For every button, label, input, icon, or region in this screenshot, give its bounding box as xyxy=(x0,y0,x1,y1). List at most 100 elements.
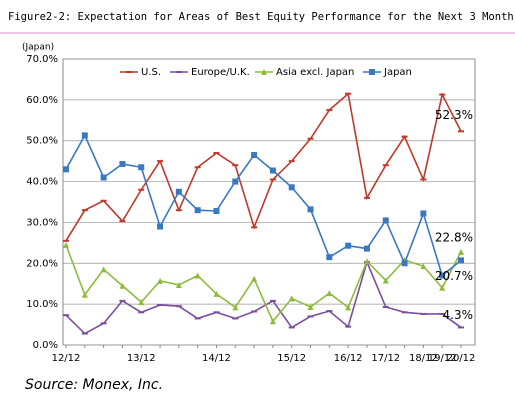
point xyxy=(439,93,446,96)
point xyxy=(420,312,427,315)
y-tick-label: 20.0% xyxy=(26,258,58,269)
y-tick-label: 60.0% xyxy=(26,95,58,106)
point xyxy=(175,281,182,288)
point xyxy=(138,188,145,191)
point xyxy=(269,299,276,302)
point xyxy=(100,199,107,202)
point xyxy=(288,184,295,191)
point xyxy=(458,130,464,133)
point xyxy=(288,326,295,329)
legend-label: U.S. xyxy=(141,67,161,78)
value-label: 22.8% xyxy=(435,230,473,244)
y-tick-label: 70.0% xyxy=(26,54,58,65)
point xyxy=(213,151,220,154)
point xyxy=(175,305,182,308)
x-tick-label: 14/12 xyxy=(202,353,231,364)
point xyxy=(251,226,258,229)
point xyxy=(100,322,107,325)
point xyxy=(81,209,88,212)
y-tick-label: 0.0% xyxy=(33,340,58,351)
unit-note: (Japan) xyxy=(22,43,54,53)
point xyxy=(81,291,88,298)
x-tick-label: 18/12 xyxy=(409,353,438,364)
point xyxy=(213,207,220,214)
series-line xyxy=(65,92,462,242)
legend-marker xyxy=(126,71,132,73)
point xyxy=(307,304,314,311)
point xyxy=(363,258,370,265)
point xyxy=(232,178,239,185)
point xyxy=(288,160,295,163)
point xyxy=(458,257,464,264)
point xyxy=(157,277,164,284)
point xyxy=(439,272,446,279)
point xyxy=(157,160,164,163)
legend-label: Europe/U.K. xyxy=(191,67,250,78)
y-tick-label: 10.0% xyxy=(26,299,58,310)
x-tick-label: 15/12 xyxy=(277,353,306,364)
point xyxy=(326,109,333,112)
series-line xyxy=(65,244,462,323)
point xyxy=(401,135,408,138)
point xyxy=(382,164,389,167)
point xyxy=(269,167,276,174)
point xyxy=(326,254,333,261)
source: Source: Monex, Inc. xyxy=(25,377,163,393)
point xyxy=(194,166,201,169)
point xyxy=(326,290,333,297)
point xyxy=(175,188,182,195)
x-tick-label: 20/12 xyxy=(447,353,476,364)
point xyxy=(307,206,314,213)
point xyxy=(307,137,314,140)
point xyxy=(157,303,164,306)
value-label: 4.3% xyxy=(443,308,474,322)
point xyxy=(119,299,126,302)
point xyxy=(63,239,69,242)
chart-title: Figure2-2: Expectation for Areas of Best… xyxy=(8,11,515,23)
x-tick-label: 16/12 xyxy=(334,353,363,364)
point xyxy=(439,312,446,315)
point xyxy=(326,310,333,313)
point xyxy=(63,166,69,173)
point xyxy=(251,310,258,313)
point xyxy=(382,277,389,284)
point xyxy=(345,242,352,249)
point xyxy=(269,178,276,181)
point xyxy=(420,263,427,270)
series-line xyxy=(65,259,462,335)
point xyxy=(382,217,389,224)
x-tick-label: 19/12 xyxy=(428,353,457,364)
point xyxy=(345,92,352,95)
point xyxy=(119,220,126,223)
point xyxy=(232,317,239,320)
point xyxy=(138,164,145,171)
point xyxy=(401,260,408,267)
value-label: 52.3% xyxy=(435,108,473,122)
point xyxy=(194,272,201,279)
point xyxy=(63,314,69,317)
point xyxy=(100,174,107,181)
point xyxy=(138,311,145,314)
point xyxy=(175,209,182,212)
point xyxy=(458,326,464,329)
y-tick-label: 50.0% xyxy=(26,136,58,147)
y-tick-label: 30.0% xyxy=(26,217,58,228)
point xyxy=(138,299,145,306)
x-tick-label: 12/12 xyxy=(52,353,81,364)
point xyxy=(119,161,126,168)
point xyxy=(345,304,352,311)
point xyxy=(157,223,164,230)
point xyxy=(232,304,239,311)
legend-marker xyxy=(261,69,267,75)
point xyxy=(345,325,352,328)
legend-marker xyxy=(369,69,375,75)
point xyxy=(269,318,276,325)
legend-label: Japan xyxy=(383,67,412,78)
point xyxy=(439,284,446,291)
point xyxy=(119,282,126,289)
point xyxy=(363,245,370,252)
point xyxy=(194,317,201,320)
y-tick-label: 40.0% xyxy=(26,177,58,188)
point xyxy=(420,210,427,217)
